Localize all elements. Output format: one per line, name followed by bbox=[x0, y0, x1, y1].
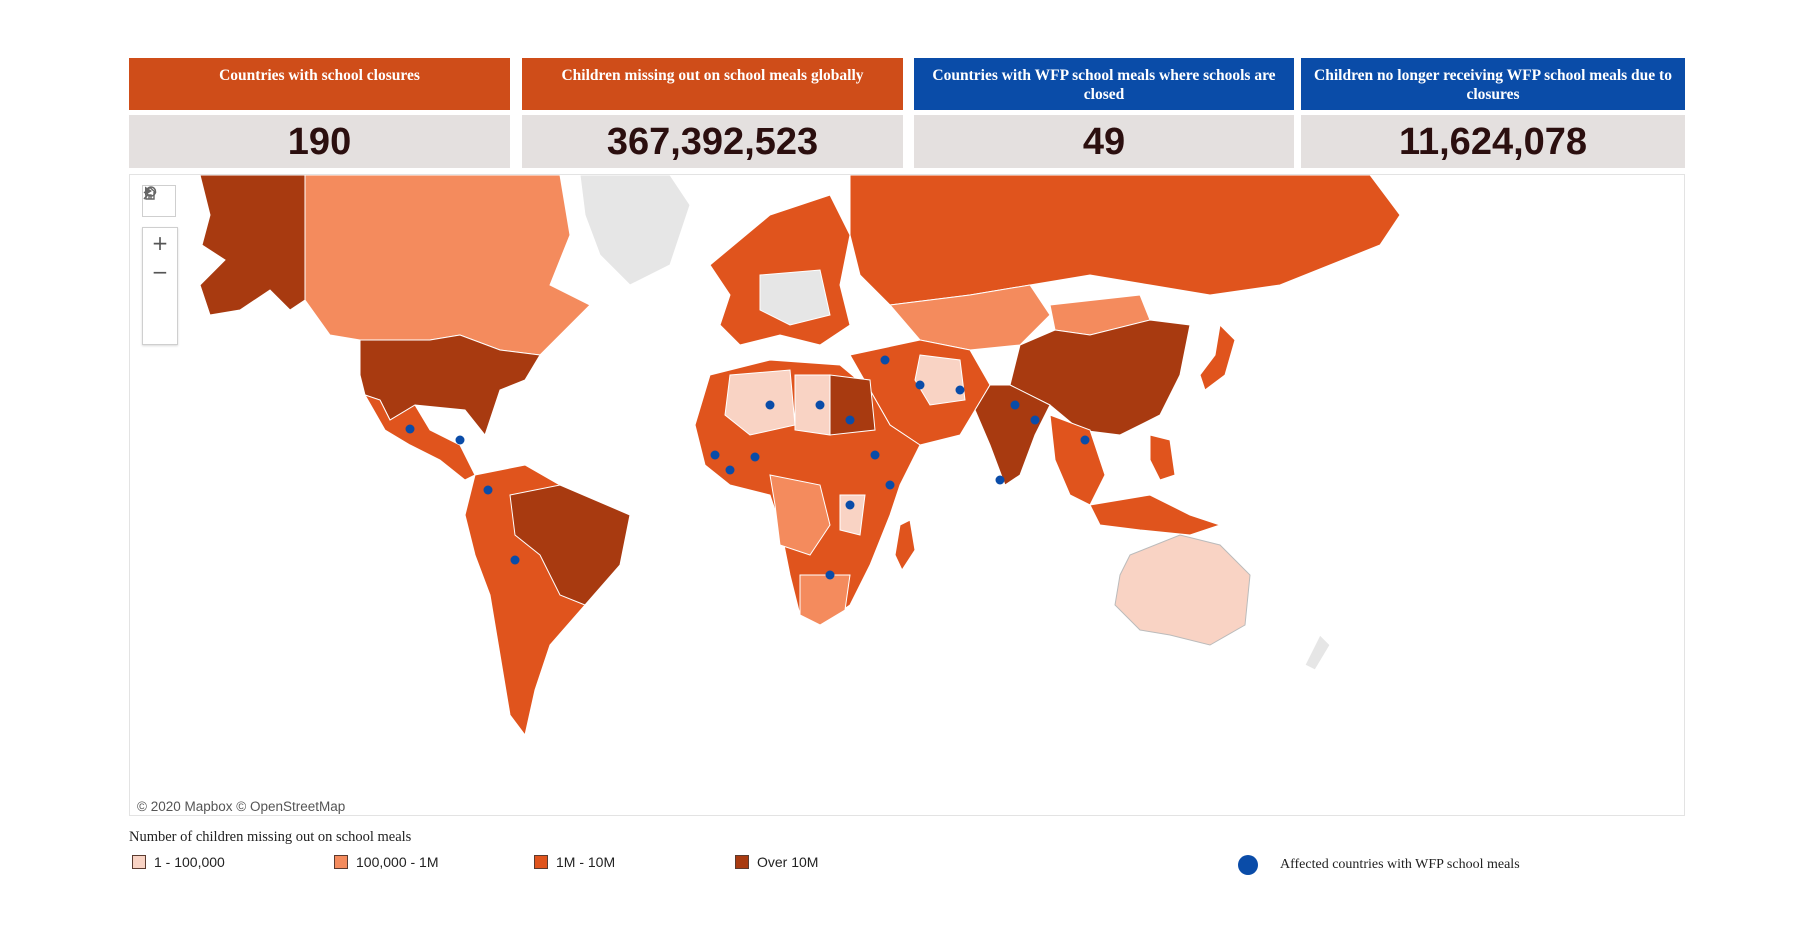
wfp-legend: Affected countries with WFP school meals bbox=[1238, 855, 1520, 875]
region-central-europe[interactable] bbox=[759, 269, 831, 326]
zoom-controls: + − bbox=[142, 186, 178, 345]
wfp-marker[interactable] bbox=[455, 435, 465, 445]
wfp-legend-label: Affected countries with WFP school meals bbox=[1280, 857, 1520, 872]
region-brazil[interactable] bbox=[509, 484, 631, 606]
region-india[interactable] bbox=[974, 384, 1051, 486]
wfp-marker[interactable] bbox=[1080, 435, 1090, 445]
wfp-marker[interactable] bbox=[710, 450, 720, 460]
region-indonesia[interactable] bbox=[1089, 494, 1222, 536]
wfp-marker[interactable] bbox=[815, 400, 825, 410]
zoom-in-button[interactable]: + bbox=[143, 228, 177, 257]
legend-label: 1 - 100,000 bbox=[154, 854, 225, 870]
legend-label: Over 10M bbox=[757, 854, 819, 870]
region-greenland[interactable] bbox=[579, 175, 691, 286]
legend-item-1: 1 - 100,000 bbox=[132, 853, 225, 871]
legend-swatch bbox=[132, 855, 146, 869]
kpi-row: Countries with school closures 190 Child… bbox=[129, 58, 1685, 168]
region-philippines[interactable] bbox=[1149, 434, 1176, 481]
home-icon[interactable] bbox=[143, 186, 177, 315]
wfp-marker[interactable] bbox=[915, 380, 925, 390]
region-russia[interactable] bbox=[849, 175, 1401, 306]
zoom-out-button[interactable]: − bbox=[143, 257, 177, 286]
kpi-label: Children missing out on school meals glo… bbox=[522, 58, 903, 110]
region-canada[interactable] bbox=[304, 175, 591, 356]
world-map[interactable]: © 2020 Mapbox © OpenStreetMap + − bbox=[129, 174, 1685, 816]
region-australia[interactable] bbox=[1114, 534, 1251, 646]
wfp-marker[interactable] bbox=[750, 452, 760, 462]
kpi-label: Countries with school closures bbox=[129, 58, 510, 110]
wfp-marker[interactable] bbox=[845, 415, 855, 425]
legend-swatch bbox=[534, 855, 548, 869]
legend-label: 1M - 10M bbox=[556, 854, 616, 870]
wfp-marker[interactable] bbox=[725, 465, 735, 475]
legend-label: 100,000 - 1M bbox=[356, 854, 439, 870]
map-toolbar: + − bbox=[142, 185, 178, 345]
legend-swatch bbox=[334, 855, 348, 869]
wfp-marker[interactable] bbox=[765, 400, 775, 410]
region-madagascar[interactable] bbox=[894, 519, 916, 572]
wfp-marker[interactable] bbox=[995, 475, 1005, 485]
kpi-label: Countries with WFP school meals where sc… bbox=[914, 58, 1294, 110]
map-attribution: © 2020 Mapbox © OpenStreetMap bbox=[137, 799, 345, 814]
map-canvas[interactable]: © 2020 Mapbox © OpenStreetMap bbox=[130, 175, 1685, 816]
kpi-wfp-children: Children no longer receiving WFP school … bbox=[1301, 58, 1685, 168]
wfp-marker[interactable] bbox=[405, 424, 415, 434]
region-algeria[interactable] bbox=[724, 369, 796, 436]
wfp-marker[interactable] bbox=[510, 555, 520, 565]
kpi-label: Children no longer receiving WFP school … bbox=[1301, 58, 1685, 110]
kpi-value: 367,392,523 bbox=[522, 115, 903, 168]
wfp-marker[interactable] bbox=[1010, 400, 1020, 410]
wfp-marker-legend-icon bbox=[1238, 855, 1258, 875]
kpi-children-missing: Children missing out on school meals glo… bbox=[522, 58, 903, 168]
wfp-marker[interactable] bbox=[1030, 415, 1040, 425]
region-alaska[interactable] bbox=[199, 175, 306, 316]
wfp-marker[interactable] bbox=[870, 450, 880, 460]
region-tanzania[interactable] bbox=[839, 494, 866, 536]
region-south-africa[interactable] bbox=[799, 574, 851, 626]
legend-title: Number of children missing out on school… bbox=[129, 829, 412, 845]
region-central-africa[interactable] bbox=[769, 474, 831, 556]
wfp-marker[interactable] bbox=[885, 480, 895, 490]
kpi-value: 49 bbox=[914, 115, 1294, 168]
legend-item-4: Over 10M bbox=[735, 853, 818, 871]
region-europe[interactable] bbox=[709, 194, 851, 346]
region-libya[interactable] bbox=[794, 374, 831, 436]
region-iran[interactable] bbox=[914, 354, 966, 406]
region-new-zealand[interactable] bbox=[1304, 634, 1331, 671]
legend-swatch bbox=[735, 855, 749, 869]
wfp-marker[interactable] bbox=[845, 500, 855, 510]
play-icon[interactable] bbox=[143, 186, 177, 344]
kpi-value: 190 bbox=[129, 115, 510, 168]
region-japan[interactable] bbox=[1199, 323, 1236, 391]
wfp-markers bbox=[405, 355, 1090, 580]
wfp-marker[interactable] bbox=[955, 385, 965, 395]
region-mexico[interactable] bbox=[363, 394, 476, 481]
kpi-countries-closures: Countries with school closures 190 bbox=[129, 58, 510, 168]
legend-item-2: 100,000 - 1M bbox=[334, 853, 439, 871]
legend-item-3: 1M - 10M bbox=[534, 853, 615, 871]
wfp-marker[interactable] bbox=[880, 355, 890, 365]
region-egypt[interactable] bbox=[829, 374, 876, 436]
wfp-marker[interactable] bbox=[825, 570, 835, 580]
wfp-marker[interactable] bbox=[483, 485, 493, 495]
kpi-wfp-countries: Countries with WFP school meals where sc… bbox=[914, 58, 1294, 168]
kpi-value: 11,624,078 bbox=[1301, 115, 1685, 168]
